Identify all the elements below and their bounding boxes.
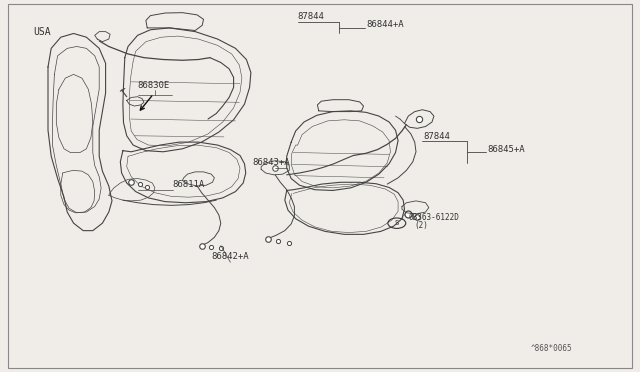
Text: 87844: 87844: [298, 12, 324, 21]
Text: USA: USA: [33, 27, 51, 37]
Text: 86843+A: 86843+A: [253, 158, 291, 167]
Text: 86844+A: 86844+A: [366, 20, 404, 29]
Text: 87844: 87844: [424, 132, 451, 141]
Text: 86845+A: 86845+A: [488, 145, 525, 154]
Text: S: S: [395, 220, 399, 226]
Text: 86830E: 86830E: [138, 81, 170, 90]
Text: 0B363-6122D: 0B363-6122D: [408, 214, 459, 222]
Text: 86842+A: 86842+A: [211, 252, 249, 261]
Text: 86811A: 86811A: [173, 180, 205, 189]
Text: (2): (2): [415, 221, 429, 230]
Text: ^868*0065: ^868*0065: [531, 344, 573, 353]
